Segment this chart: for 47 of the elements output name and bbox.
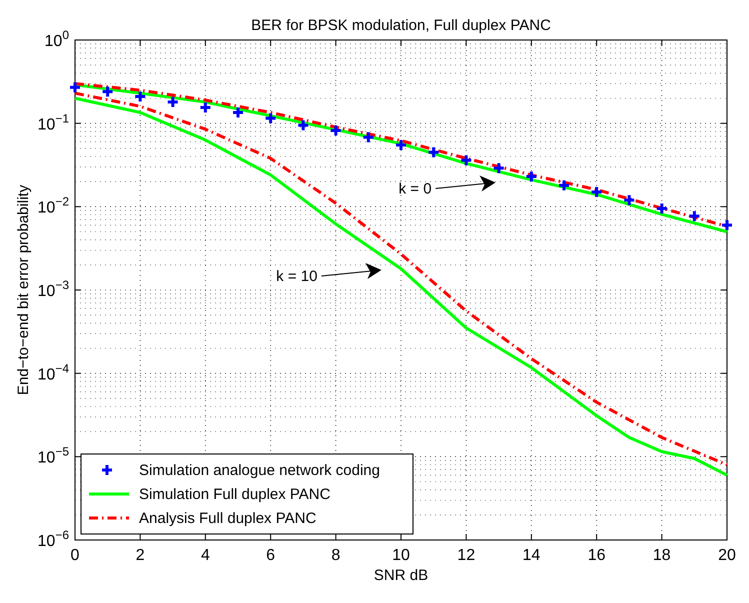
x-tick-label: 12 bbox=[457, 547, 476, 564]
x-tick-label: 2 bbox=[136, 547, 145, 564]
point bbox=[622, 194, 636, 207]
x-tick-label: 10 bbox=[392, 547, 410, 564]
legend-label: Simulation analogue network coding bbox=[139, 462, 380, 479]
point bbox=[394, 138, 408, 152]
x-tick-label: 14 bbox=[522, 547, 540, 564]
y-tick-label: 10$^{−6}$ bbox=[38, 528, 70, 550]
point bbox=[362, 130, 375, 144]
point bbox=[720, 218, 734, 232]
x-tick-label: 20 bbox=[718, 547, 736, 564]
annotation: k = 0 bbox=[398, 180, 432, 198]
chart-title: BER for BPSK modulation, Full duplex PANC bbox=[251, 17, 552, 34]
point bbox=[232, 106, 244, 119]
x-tick-label: 16 bbox=[588, 547, 606, 564]
y-tick-label: 10$^{−5}$ bbox=[38, 444, 70, 467]
annotation: k = 10 bbox=[276, 268, 318, 285]
point bbox=[296, 118, 310, 132]
point bbox=[655, 202, 668, 216]
point bbox=[198, 100, 212, 114]
x-tick-label: 18 bbox=[652, 547, 671, 564]
point bbox=[329, 124, 342, 138]
point bbox=[68, 80, 82, 94]
x-tick-label: 8 bbox=[331, 547, 340, 564]
y-tick-label: 10$^{−2}$ bbox=[38, 194, 70, 217]
y-axis-title: End−to−end bit error probability bbox=[15, 184, 32, 396]
point bbox=[524, 170, 538, 184]
point bbox=[427, 146, 440, 159]
x-tick-label: 0 bbox=[70, 547, 80, 564]
x-tick-label: 4 bbox=[200, 547, 210, 564]
point bbox=[492, 162, 506, 175]
x-axis-title: SNR dB bbox=[374, 567, 428, 584]
point bbox=[264, 112, 278, 125]
point bbox=[460, 154, 473, 167]
point bbox=[590, 185, 604, 198]
point bbox=[166, 96, 180, 109]
point bbox=[558, 178, 570, 192]
y-tick-label: 10$^{0}$ bbox=[44, 28, 70, 50]
point bbox=[688, 210, 701, 223]
legend-label: Simulation Full duplex PANC bbox=[139, 486, 331, 503]
y-tick-label: 10$^{−1}$ bbox=[38, 111, 70, 134]
legend-label: Analysis Full duplex PANC bbox=[139, 510, 316, 527]
x-tick-label: 6 bbox=[266, 547, 276, 564]
y-tick-label: 10$^{−3}$ bbox=[38, 278, 70, 300]
point bbox=[101, 85, 114, 98]
y-tick-label: 10$^{−4}$ bbox=[38, 361, 70, 384]
point bbox=[134, 90, 147, 103]
